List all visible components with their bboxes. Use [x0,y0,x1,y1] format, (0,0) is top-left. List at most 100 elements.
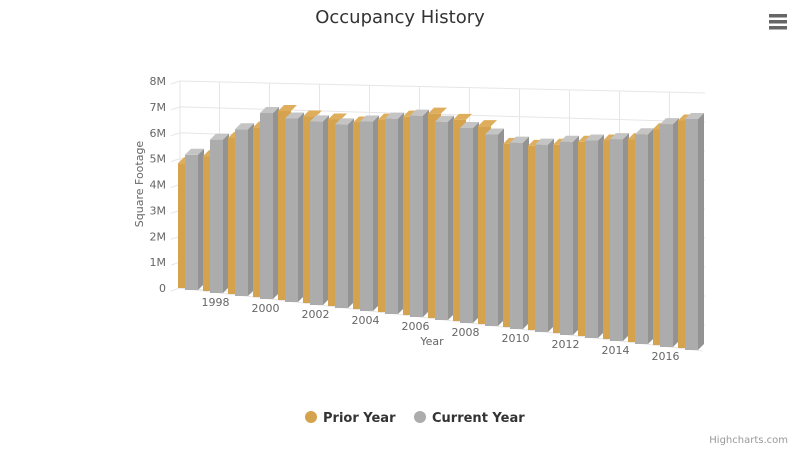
bar-current-2006[interactable] [410,115,423,317]
y-tick-label: 2M [150,230,167,243]
bar-current-2001[interactable] [285,118,298,303]
bar-current-2016[interactable] [660,124,673,347]
bar-current-top-face[interactable] [485,128,504,135]
legend-label-prior-year: Prior Year [323,411,396,426]
column-pair-2006 [403,109,429,317]
bar-current-side-face[interactable] [498,128,504,326]
x-tick-label: 2006 [402,320,430,333]
y-axis-title: Square Footage [133,141,146,228]
x-tick-label: 2004 [352,314,380,327]
legend-item-current-year[interactable]: Current Year [414,411,525,426]
bar-current-side-face[interactable] [323,115,329,305]
bar-current-top-face[interactable] [610,133,629,140]
bar-current-2004[interactable] [360,121,373,312]
bar-current-side-face[interactable] [648,128,654,344]
bar-current-top-face[interactable] [585,134,604,141]
y-tick-label: 1M [150,256,167,269]
bar-current-top-face[interactable] [535,138,554,145]
bar-current-side-face[interactable] [198,148,204,290]
bar-current-top-face[interactable] [560,135,579,142]
bar-current-top-face[interactable] [260,107,279,114]
x-tick-label: 2010 [502,332,530,345]
bar-prior-top-face[interactable] [453,113,472,120]
column-pair-2004 [353,115,379,312]
y-tick-mark [170,132,181,137]
legend-item-prior-year[interactable]: Prior Year [305,411,396,426]
bar-current-top-face[interactable] [385,112,404,119]
bar-current-side-face[interactable] [473,122,479,323]
y-tick-mark [170,158,181,163]
bar-current-2014[interactable] [610,139,623,341]
bar-current-top-face[interactable] [235,123,254,130]
bar-current-2013[interactable] [585,140,598,338]
bar-current-top-face[interactable] [360,115,379,122]
bar-current-top-face[interactable] [460,122,479,129]
column-pair-2014 [603,133,629,341]
bar-current-side-face[interactable] [448,115,454,320]
y-axis-labels: 0 1M 2M 3M 4M 5M 6M 7M 8M [150,75,167,295]
column-pair-1997 [178,148,204,290]
bar-current-top-face[interactable] [660,118,679,125]
bar-current-side-face[interactable] [373,115,379,312]
bar-current-2008[interactable] [460,128,473,323]
bar-current-side-face[interactable] [273,107,279,300]
y-tick-label: 0 [159,282,166,295]
column-pair-2017 [678,113,704,350]
y-tick-label: 7M [150,101,167,114]
column-pair-1999 [228,123,254,296]
bar-current-side-face[interactable] [673,118,679,347]
bar-current-1997[interactable] [185,154,198,290]
bar-prior-top-face[interactable] [278,104,297,111]
bar-current-side-face[interactable] [548,138,554,332]
bar-current-top-face[interactable] [310,115,329,122]
bar-current-2005[interactable] [385,118,398,314]
bar-current-top-face[interactable] [685,113,704,119]
bar-current-1999[interactable] [235,129,248,296]
bar-current-side-face[interactable] [298,112,304,303]
bar-current-top-face[interactable] [335,118,354,125]
bar-current-side-face[interactable] [423,109,429,317]
bar-prior-top-face[interactable] [428,107,447,114]
column-pair-2003 [328,113,354,308]
bar-current-side-face[interactable] [223,133,229,293]
bar-current-top-face[interactable] [435,115,454,122]
bar-current-side-face[interactable] [598,134,604,338]
bar-current-2003[interactable] [335,124,348,308]
bar-current-side-face[interactable] [398,112,404,314]
bar-current-2017[interactable] [685,119,698,350]
bar-current-top-face[interactable] [510,136,529,143]
bar-current-2011[interactable] [535,144,548,332]
bar-current-side-face[interactable] [348,118,354,308]
bar-current-2002[interactable] [310,121,323,305]
bar-current-top-face[interactable] [210,133,229,140]
bar-current-2000[interactable] [260,113,273,300]
bar-current-2012[interactable] [560,141,573,335]
bar-current-side-face[interactable] [523,136,529,329]
legend-label-current-year: Current Year [432,411,525,426]
x-tick-label: 2008 [452,326,480,339]
bar-current-side-face[interactable] [248,123,254,296]
bar-current-top-face[interactable] [410,109,429,116]
bar-current-side-face[interactable] [573,135,579,335]
y-tick-label: 5M [150,153,167,166]
bar-current-side-face[interactable] [698,113,704,350]
column-pair-2011 [528,138,554,332]
bar-prior-top-face[interactable] [303,110,322,117]
column-pair-2001 [278,104,304,303]
bar-current-2007[interactable] [435,121,448,320]
bar-current-top-face[interactable] [185,148,204,155]
bar-prior-top-face[interactable] [328,113,347,120]
y-tick-label: 3M [150,204,167,217]
bar-current-2015[interactable] [635,134,648,344]
context-menu-button[interactable] [766,11,790,35]
bar-current-side-face[interactable] [623,133,629,341]
x-tick-label: 2014 [602,344,630,357]
bar-current-2009[interactable] [485,134,498,326]
bar-current-top-face[interactable] [285,112,304,119]
bar-current-top-face[interactable] [635,128,654,135]
bar-prior-top-face[interactable] [478,120,497,127]
credits-link[interactable]: Highcharts.com [709,435,788,446]
bar-current-1998[interactable] [210,139,223,293]
bar-current-2010[interactable] [510,142,523,329]
